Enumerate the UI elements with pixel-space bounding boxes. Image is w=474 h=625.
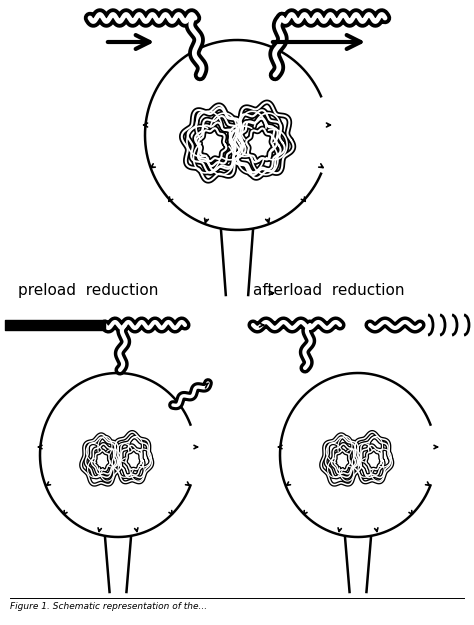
Text: afterload  reduction: afterload reduction xyxy=(253,283,404,298)
Text: Figure 1. Schematic representation of the...: Figure 1. Schematic representation of th… xyxy=(10,602,207,611)
Text: preload  reduction: preload reduction xyxy=(18,283,158,298)
